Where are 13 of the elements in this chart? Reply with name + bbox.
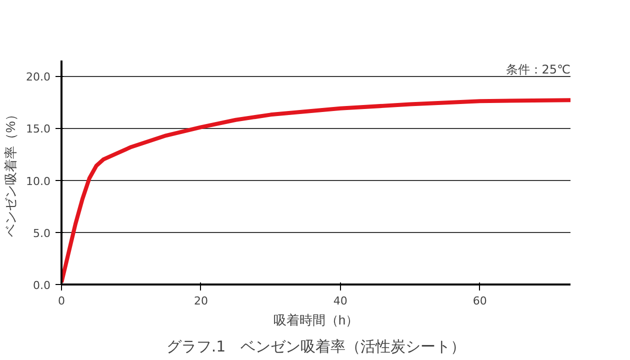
y-tick-label: 20.0 <box>26 70 51 84</box>
y-tick-label: 10.0 <box>26 174 51 188</box>
y-tick-label: 0.0 <box>33 279 51 292</box>
x-tick-label: 20 <box>194 294 208 308</box>
x-axis-title: 吸着時間（h） <box>273 312 359 328</box>
text: グラフ.1 ベンゼン吸着率（活性炭シート） <box>166 338 466 356</box>
x-tick-label: 40 <box>333 294 348 308</box>
x-tick-label: 0 <box>58 294 65 308</box>
x-tick-label: 60 <box>472 294 487 308</box>
annotation: 条件：25℃ <box>506 62 571 76</box>
y-axis-title: ベンゼン吸着率（%） <box>3 108 18 237</box>
y-tick-label: 5.0 <box>33 226 51 240</box>
y-tick-label: 15.0 <box>26 122 51 136</box>
